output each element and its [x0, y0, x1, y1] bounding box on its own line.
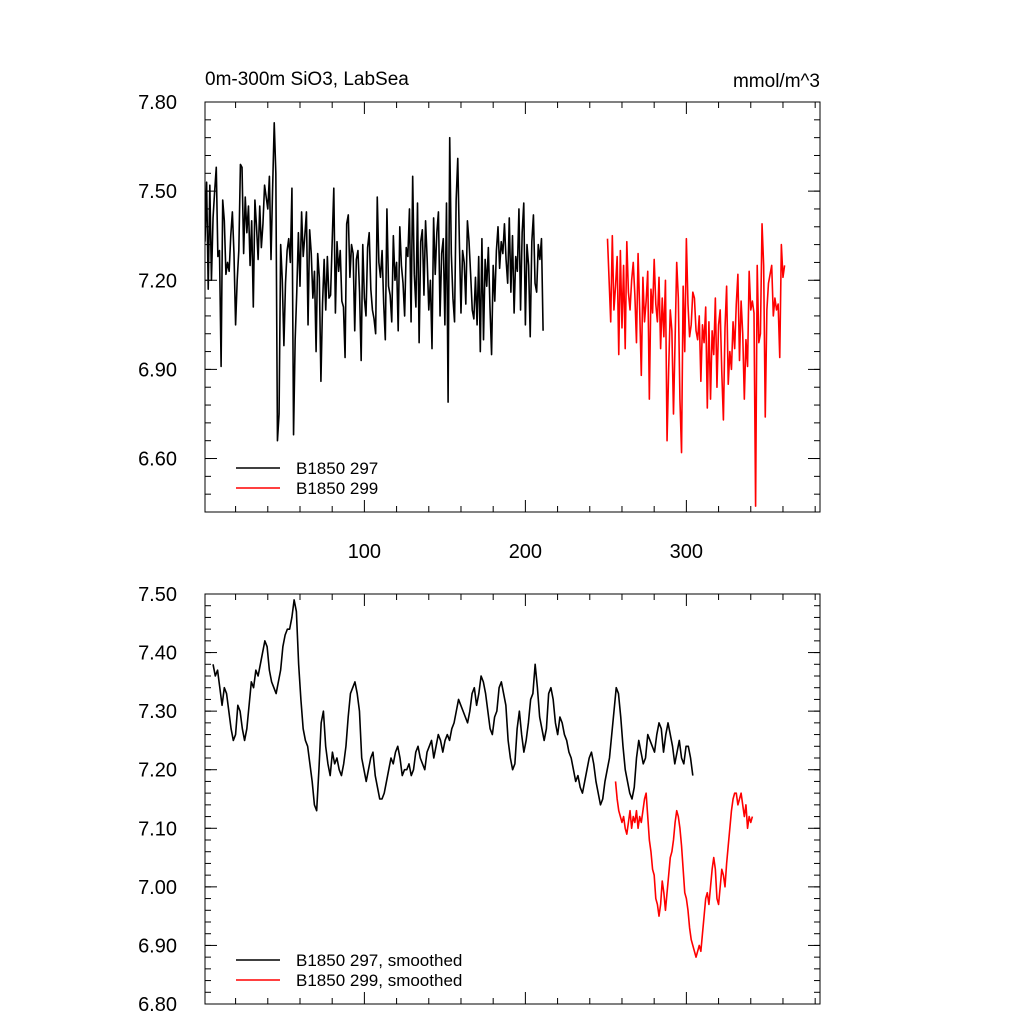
- series-line-2: [614, 781, 754, 958]
- top-panel-series: [205, 122, 786, 507]
- series-line-1: [212, 599, 694, 812]
- top-panel-axes: 6.60 6.90 7.20 7.50 7.80 100 200 300: [138, 92, 820, 563]
- bottom-panel-axes: 6.80 6.90 7.00 7.10 7.20 7.30 7.40 7.50: [138, 584, 820, 1016]
- series-line-2: [606, 223, 786, 507]
- y-tick-label: 7.50: [138, 584, 177, 606]
- legend-label-1: B1850 297, smoothed: [296, 951, 462, 970]
- y-tick-label: 7.00: [138, 877, 177, 899]
- x-tick-label: 100: [348, 541, 381, 563]
- y-tick-label: 6.60: [138, 449, 177, 471]
- series-line-1: [205, 122, 544, 442]
- y-tick-label: 7.20: [138, 270, 177, 292]
- bottom-panel-frame: [204, 593, 821, 1005]
- y-tick-label: 6.90: [138, 935, 177, 957]
- y-tick-label: 7.80: [138, 92, 177, 114]
- legend-label-2: B1850 299: [296, 479, 378, 498]
- top-panel-title: 0m-300m SiO3, LabSea: [205, 69, 409, 90]
- x-tick-label: 300: [670, 541, 703, 563]
- y-tick-label: 7.30: [138, 701, 177, 723]
- y-tick-label: 6.80: [138, 994, 177, 1016]
- x-tick-label: 200: [509, 541, 542, 563]
- top-panel-units: mmol/m^3: [733, 71, 820, 92]
- bottom-panel: 6.80 6.90 7.00 7.10 7.20 7.30 7.40 7.50 B1850 2…: [138, 584, 821, 1016]
- y-tick-label: 7.10: [138, 818, 177, 840]
- top-panel-frame: [204, 101, 821, 513]
- top-panel: 0m-300m SiO3, LabSea mmol/m^3 6.60 6.90 7.…: [138, 69, 821, 563]
- y-tick-label: 7.50: [138, 181, 177, 203]
- legend-label-2: B1850 299, smoothed: [296, 971, 462, 990]
- legend-label-1: B1850 297: [296, 459, 378, 478]
- bottom-panel-series: [212, 599, 754, 958]
- y-tick-label: 6.90: [138, 359, 177, 381]
- y-tick-label: 7.40: [138, 643, 177, 665]
- y-tick-label: 7.20: [138, 760, 177, 782]
